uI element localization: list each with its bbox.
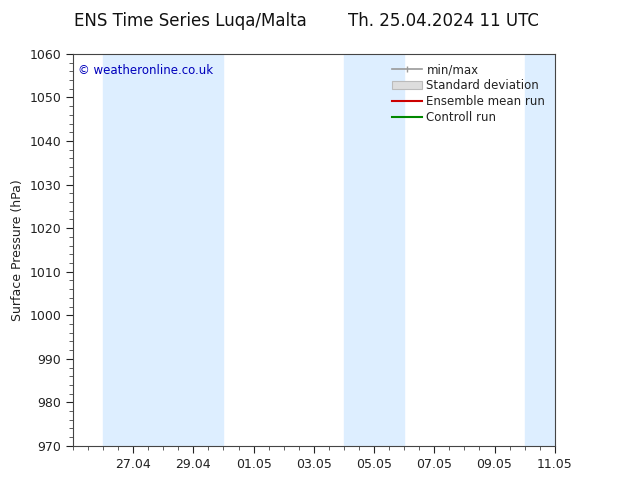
Y-axis label: Surface Pressure (hPa): Surface Pressure (hPa) <box>11 179 23 321</box>
Bar <box>525 54 585 446</box>
Text: © weatheronline.co.uk: © weatheronline.co.uk <box>78 64 213 77</box>
Legend: min/max, Standard deviation, Ensemble mean run, Controll run: min/max, Standard deviation, Ensemble me… <box>389 60 549 128</box>
Bar <box>344 54 404 446</box>
Text: ENS Time Series Luqa/Malta: ENS Time Series Luqa/Malta <box>74 12 307 30</box>
Bar <box>103 54 164 446</box>
Bar <box>164 54 224 446</box>
Text: Th. 25.04.2024 11 UTC: Th. 25.04.2024 11 UTC <box>348 12 540 30</box>
